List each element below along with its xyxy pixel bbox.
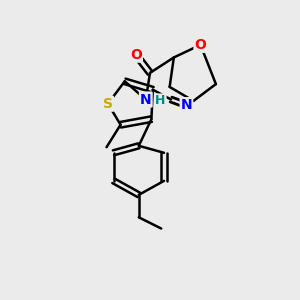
- Text: N: N: [140, 92, 152, 106]
- Text: S: S: [103, 97, 113, 111]
- Text: N: N: [181, 98, 192, 112]
- Text: O: O: [130, 48, 142, 62]
- Text: H: H: [155, 94, 166, 107]
- Text: O: O: [194, 38, 206, 52]
